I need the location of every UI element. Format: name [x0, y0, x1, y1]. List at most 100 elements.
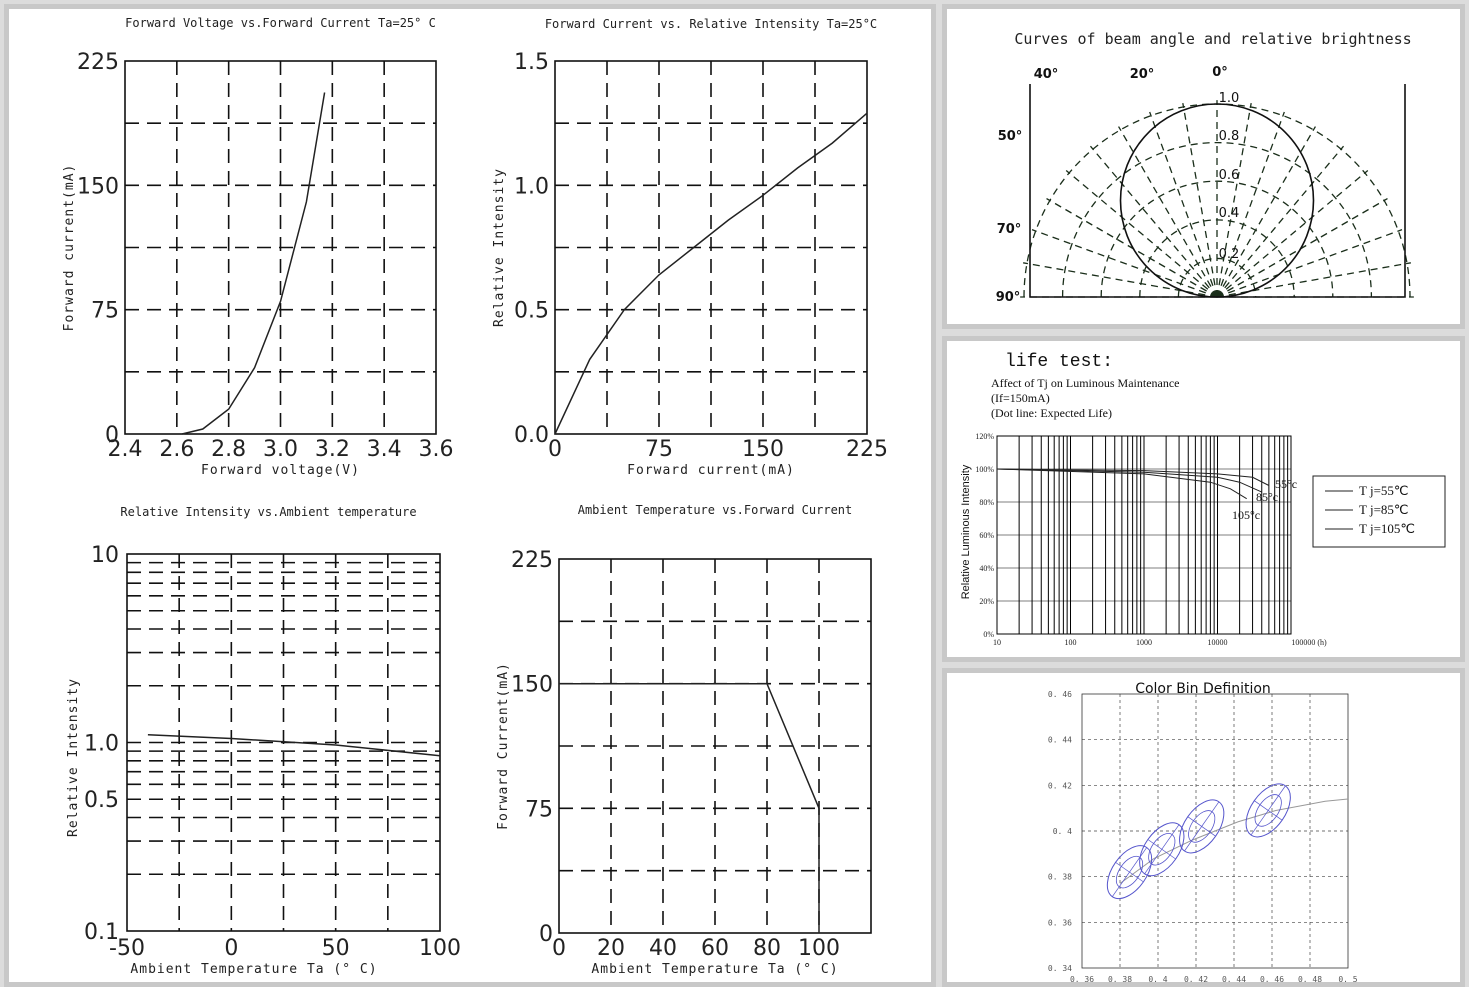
x-tick-label: 100 — [798, 936, 840, 961]
bin-ellipse-group — [1245, 783, 1291, 838]
angle-label: 90° — [996, 290, 1021, 305]
x-tick-label: 0 — [548, 437, 562, 462]
y-tick-label: 150 — [511, 673, 553, 698]
bin-ellipse-group — [1139, 822, 1185, 877]
chart-title: Color Bin Definition — [1135, 681, 1271, 697]
radius-label: 0.2 — [1219, 247, 1240, 262]
y-tick-label: 150 — [77, 174, 119, 199]
series-line — [147, 733, 441, 757]
x-tick-label: 60 — [701, 936, 729, 961]
y-axis-label: Forward Current(mA) — [496, 662, 511, 830]
y-tick-label: 75 — [525, 797, 553, 822]
series-line — [181, 92, 326, 435]
y-tick-label: 0. 36 — [1048, 918, 1072, 927]
x-tick-label: 2.8 — [211, 437, 246, 462]
x-tick-label: 2.6 — [159, 437, 194, 462]
x-tick-label: 1000 — [1136, 638, 1152, 647]
beam-pattern-curve — [1119, 103, 1315, 298]
y-tick-label: 80% — [979, 498, 994, 507]
legend-label: T j=105℃ — [1359, 521, 1415, 536]
x-tick-label: 10 — [993, 638, 1001, 647]
beam-ray — [1118, 126, 1218, 298]
life-curve — [996, 468, 1247, 500]
angle-label: 0° — [1212, 65, 1228, 80]
x-tick-label: 0. 36 — [1070, 975, 1094, 984]
x-tick-label: 3.0 — [263, 437, 298, 462]
beam-ray — [1216, 262, 1411, 298]
x-axis-label: Forward current(mA) — [627, 463, 795, 478]
beam-arc — [1139, 219, 1295, 298]
x-tick-label: 0. 38 — [1108, 975, 1132, 984]
beam-ray — [1216, 145, 1345, 298]
x-tick-label: 0. 46 — [1260, 975, 1284, 984]
beam-ray — [1216, 111, 1285, 298]
bin-divider — [1115, 862, 1144, 883]
x-axis-label: Forward voltage(V) — [201, 463, 360, 478]
beam-ray — [1216, 198, 1388, 298]
y-tick-label: 100% — [975, 465, 994, 474]
beam-ray — [1046, 198, 1218, 298]
x-tick-label: 0. 44 — [1222, 975, 1246, 984]
beam-ray — [1149, 111, 1218, 298]
x-tick-label: 0. 5 — [1338, 975, 1357, 984]
x-tick-label: 0 — [552, 936, 566, 961]
radius-label: 0.6 — [1219, 168, 1240, 183]
x-tick-label: 75 — [645, 437, 673, 462]
y-axis-label: Relative Luminous Intensity — [960, 464, 972, 599]
radius-label: 0.8 — [1219, 129, 1240, 144]
x-axis-label: Ambient Temperature Ta (° C) — [130, 962, 377, 977]
life-curve — [996, 468, 1270, 486]
x-tick-label: -50 — [109, 936, 145, 961]
bin-divider — [1187, 816, 1216, 837]
x-tick-label: 40 — [649, 936, 677, 961]
curve-label: 105°c — [1232, 508, 1260, 522]
legend-label: T j=85℃ — [1359, 502, 1409, 517]
plot-frame — [126, 553, 441, 932]
x-tick-label: 3.4 — [367, 437, 402, 462]
bin-divider — [1254, 800, 1283, 821]
chart-title: Relative Intensity vs.Ambient temperatur… — [120, 505, 416, 519]
y-tick-label: 0.1 — [84, 920, 119, 945]
plot-frame — [124, 60, 437, 435]
chart-title: Ambient Temperature vs.Forward Current — [578, 503, 853, 517]
y-tick-label: 0. 34 — [1048, 964, 1072, 973]
beam-ray — [1216, 169, 1369, 298]
x-tick-label: 150 — [742, 437, 784, 462]
y-tick-label: 1.5 — [514, 50, 549, 75]
angle-label: 70° — [997, 222, 1022, 237]
life-title-line: (Dot line: Expected Life) — [991, 406, 1112, 420]
y-axis-label: Relative Intensity — [492, 168, 507, 327]
y-tick-label: 1.0 — [514, 174, 549, 199]
beam-ray — [1023, 262, 1218, 298]
y-tick-label: 0.0 — [514, 423, 549, 448]
x-tick-label: 0. 4 — [1148, 975, 1167, 984]
chart-title: Forward Voltage vs.Forward Current Ta=25… — [125, 16, 436, 30]
y-axis-label: Relative Intensity — [66, 678, 81, 837]
y-tick-label: 1.0 — [84, 732, 119, 757]
x-tick-label: 225 — [846, 437, 888, 462]
chart-title: Forward Current vs. Relative Intensity T… — [545, 17, 877, 31]
beam-ray — [1216, 229, 1403, 298]
beam-arc — [1061, 142, 1373, 298]
plot-frame — [554, 60, 868, 435]
y-tick-label: 0 — [539, 922, 553, 947]
y-tick-label: 0% — [983, 630, 994, 639]
curve-label: 55°c — [1275, 477, 1297, 491]
radius-label: 0.4 — [1219, 206, 1240, 221]
beam-ray — [1031, 229, 1218, 298]
characteristic-charts-panel — [4, 4, 936, 987]
legend-label: T j=55℃ — [1359, 483, 1409, 498]
x-tick-label: 20 — [597, 936, 625, 961]
bin-frame — [1081, 693, 1349, 969]
angle-label: 50° — [998, 129, 1023, 144]
y-tick-label: 0. 38 — [1048, 873, 1072, 882]
y-tick-label: 0.5 — [514, 299, 549, 324]
life-legend-box — [1312, 475, 1446, 548]
x-tick-label: 100 — [1065, 638, 1077, 647]
x-tick-label: 2.4 — [108, 437, 143, 462]
blackbody-locus — [1119, 798, 1349, 884]
y-tick-label: 75 — [91, 299, 119, 324]
x-tick-label: 0 — [224, 936, 238, 961]
x-tick-label: 10000 — [1208, 638, 1228, 647]
